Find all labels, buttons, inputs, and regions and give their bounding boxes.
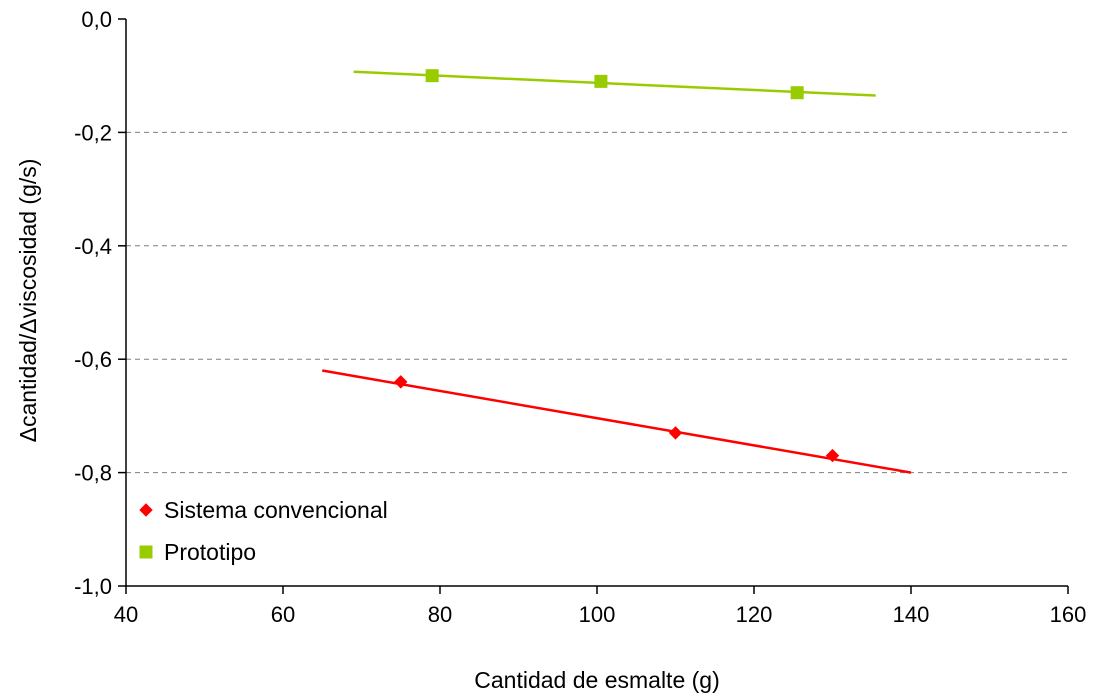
x-tick-label: 80 xyxy=(428,602,452,627)
y-axis-title: Δcantidad/Δviscosidad (g/s) xyxy=(15,159,41,443)
trendline-prototipo xyxy=(353,70,876,97)
y-tick-label: -0,2 xyxy=(74,120,112,145)
legend-label: Prototipo xyxy=(164,539,256,565)
y-tick-label: -0,6 xyxy=(74,347,112,372)
label-layer: 0,0 -0,2 -0,4 -0,6 -0,8 -1,040 60 80 100 120 140 16… xyxy=(15,7,1086,693)
data-point xyxy=(425,69,439,83)
data-point xyxy=(668,426,683,440)
data-point xyxy=(825,448,840,463)
x-tick-label: 160 xyxy=(1050,602,1087,627)
x-axis-title: Cantidad de esmalte (g) xyxy=(474,667,719,693)
grid-layer xyxy=(126,131,1068,474)
data-point xyxy=(394,375,408,389)
y-tick-label: 0,0 xyxy=(81,7,112,32)
axes-layer xyxy=(118,18,1069,594)
x-tick-label: 40 xyxy=(114,602,138,627)
data-point xyxy=(594,74,608,88)
legend-marker xyxy=(139,503,153,517)
x-tick-label: 60 xyxy=(271,602,295,627)
legend: Sistema convencional Prototipo xyxy=(139,497,388,565)
y-tick-label: -0,8 xyxy=(74,461,112,486)
x-tick-label: 100 xyxy=(579,602,616,627)
trendline-layer xyxy=(322,70,912,474)
x-tick-label: 140 xyxy=(893,602,930,627)
data-point xyxy=(790,86,804,100)
marker-layer xyxy=(394,69,840,463)
x-tick-label: 120 xyxy=(736,602,773,627)
trendline-sistema-convencional xyxy=(322,369,912,474)
legend-marker xyxy=(139,545,153,559)
legend-label: Sistema convencional xyxy=(164,497,388,523)
y-tick-label: -0,4 xyxy=(74,234,112,259)
y-tick-label: -1,0 xyxy=(74,574,112,599)
